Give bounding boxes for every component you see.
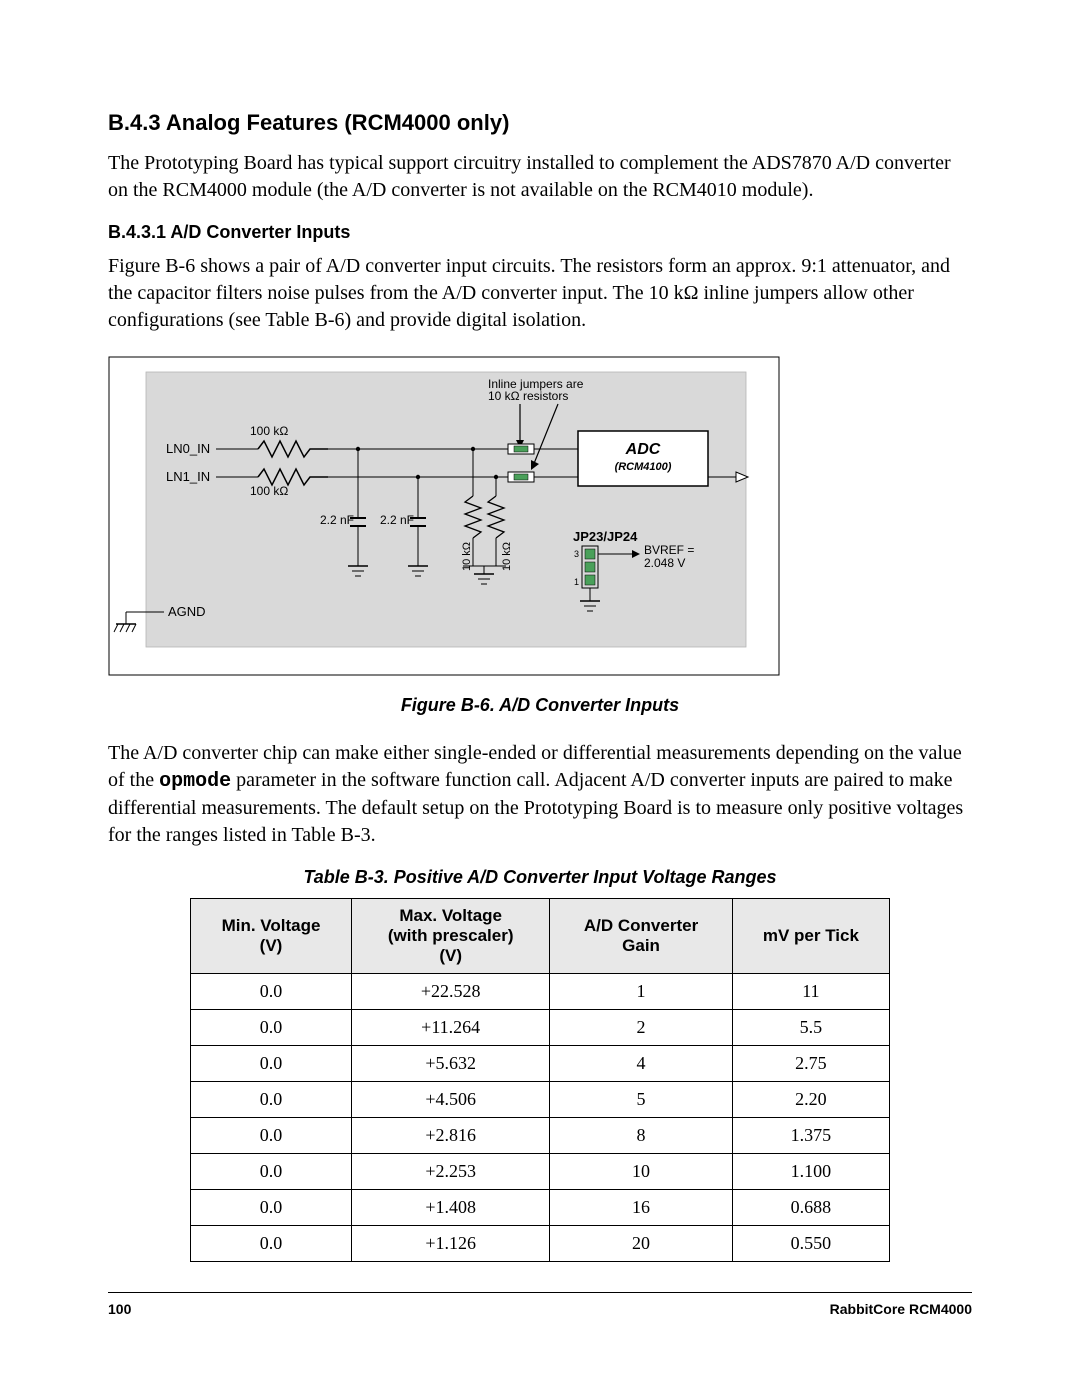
figure-b6: Inline jumpers are 10 kΩ resistors LN0_I…	[108, 356, 972, 681]
table-cell: 1.100	[732, 1154, 889, 1190]
table-row: 0.0+1.408160.688	[191, 1190, 890, 1226]
table-row: 0.0+2.81681.375	[191, 1118, 890, 1154]
table-cell: +1.126	[352, 1226, 550, 1262]
table-caption: Table B-3. Positive A/D Converter Input …	[108, 867, 972, 888]
th-max-voltage: Max. Voltage(with prescaler)(V)	[352, 899, 550, 974]
th-mv-tick: mV per Tick	[732, 899, 889, 974]
table-cell: 0.0	[191, 1190, 352, 1226]
jp-label: JP23/JP24	[573, 529, 638, 544]
table-cell: 2.75	[732, 1046, 889, 1082]
bvref2: 2.048 V	[644, 556, 685, 570]
section-heading: B.4.3 Analog Features (RCM4000 only)	[108, 110, 972, 136]
table-cell: 16	[550, 1190, 733, 1226]
th-gain: A/D ConverterGain	[550, 899, 733, 974]
table-cell: 8	[550, 1118, 733, 1154]
table-cell: 2.20	[732, 1082, 889, 1118]
table-cell: +2.816	[352, 1118, 550, 1154]
pin1: 1	[574, 577, 579, 587]
table-row: 0.0+22.528111	[191, 974, 890, 1010]
paragraph-1: Figure B-6 shows a pair of A/D converter…	[108, 253, 972, 334]
table-cell: 20	[550, 1226, 733, 1262]
cap-a-label: 2.2 nF	[320, 513, 354, 527]
pin3: 3	[574, 549, 579, 559]
ln0-label: LN0_IN	[166, 441, 210, 456]
table-cell: 0.0	[191, 1010, 352, 1046]
subsection-heading: B.4.3.1 A/D Converter Inputs	[108, 222, 972, 243]
cap-b-label: 2.2 nF	[380, 513, 414, 527]
opmode-code: opmode	[159, 770, 231, 793]
table-cell: 0.0	[191, 1226, 352, 1262]
table-cell: +4.506	[352, 1082, 550, 1118]
agnd-label: AGND	[168, 604, 206, 619]
intro-paragraph: The Prototyping Board has typical suppor…	[108, 150, 972, 204]
doc-title: RabbitCore RCM4000	[830, 1301, 972, 1317]
bvref1: BVREF =	[644, 543, 694, 557]
table-row: 0.0+5.63242.75	[191, 1046, 890, 1082]
table-cell: 0.688	[732, 1190, 889, 1226]
table-cell: 2	[550, 1010, 733, 1046]
th-min-voltage: Min. Voltage(V)	[191, 899, 352, 974]
table-row: 0.0+11.26425.5	[191, 1010, 890, 1046]
table-cell: 10	[550, 1154, 733, 1190]
page-footer: 100 RabbitCore RCM4000	[108, 1292, 972, 1317]
r10k-b: 10 kΩ	[501, 542, 513, 571]
table-cell: 1	[550, 974, 733, 1010]
paragraph-2: The A/D converter chip can make either s…	[108, 740, 972, 849]
table-cell: 0.0	[191, 974, 352, 1010]
table-cell: 5.5	[732, 1010, 889, 1046]
adc-title: ADC	[625, 441, 661, 458]
table-cell: 0.0	[191, 1082, 352, 1118]
jumper-note-2: 10 kΩ resistors	[488, 389, 568, 403]
table-cell: 0.550	[732, 1226, 889, 1262]
table-cell: 11	[732, 974, 889, 1010]
table-header-row: Min. Voltage(V) Max. Voltage(with presca…	[191, 899, 890, 974]
ln1-label: LN1_IN	[166, 469, 210, 484]
r100k-top: 100 kΩ	[250, 424, 288, 438]
table-cell: 4	[550, 1046, 733, 1082]
table-row: 0.0+4.50652.20	[191, 1082, 890, 1118]
table-cell: 5	[550, 1082, 733, 1118]
table-cell: 0.0	[191, 1118, 352, 1154]
r10k-a: 10 kΩ	[461, 542, 473, 571]
table-row: 0.0+2.253101.100	[191, 1154, 890, 1190]
r100k-bottom: 100 kΩ	[250, 484, 288, 498]
voltage-range-table: Min. Voltage(V) Max. Voltage(with presca…	[190, 898, 890, 1262]
table-row: 0.0+1.126200.550	[191, 1226, 890, 1262]
table-cell: +5.632	[352, 1046, 550, 1082]
figure-caption: Figure B-6. A/D Converter Inputs	[108, 695, 972, 716]
table-cell: +11.264	[352, 1010, 550, 1046]
table-cell: +1.408	[352, 1190, 550, 1226]
para2-post: parameter in the software function call.…	[108, 769, 963, 846]
page-number: 100	[108, 1301, 131, 1317]
table-cell: 0.0	[191, 1046, 352, 1082]
circuit-diagram: Inline jumpers are 10 kΩ resistors LN0_I…	[108, 356, 780, 676]
table-cell: 1.375	[732, 1118, 889, 1154]
table-body: 0.0+22.5281110.0+11.26425.50.0+5.63242.7…	[191, 974, 890, 1262]
table-cell: +22.528	[352, 974, 550, 1010]
adc-subtitle: (RCM4100)	[615, 461, 672, 473]
table-cell: 0.0	[191, 1154, 352, 1190]
table-cell: +2.253	[352, 1154, 550, 1190]
